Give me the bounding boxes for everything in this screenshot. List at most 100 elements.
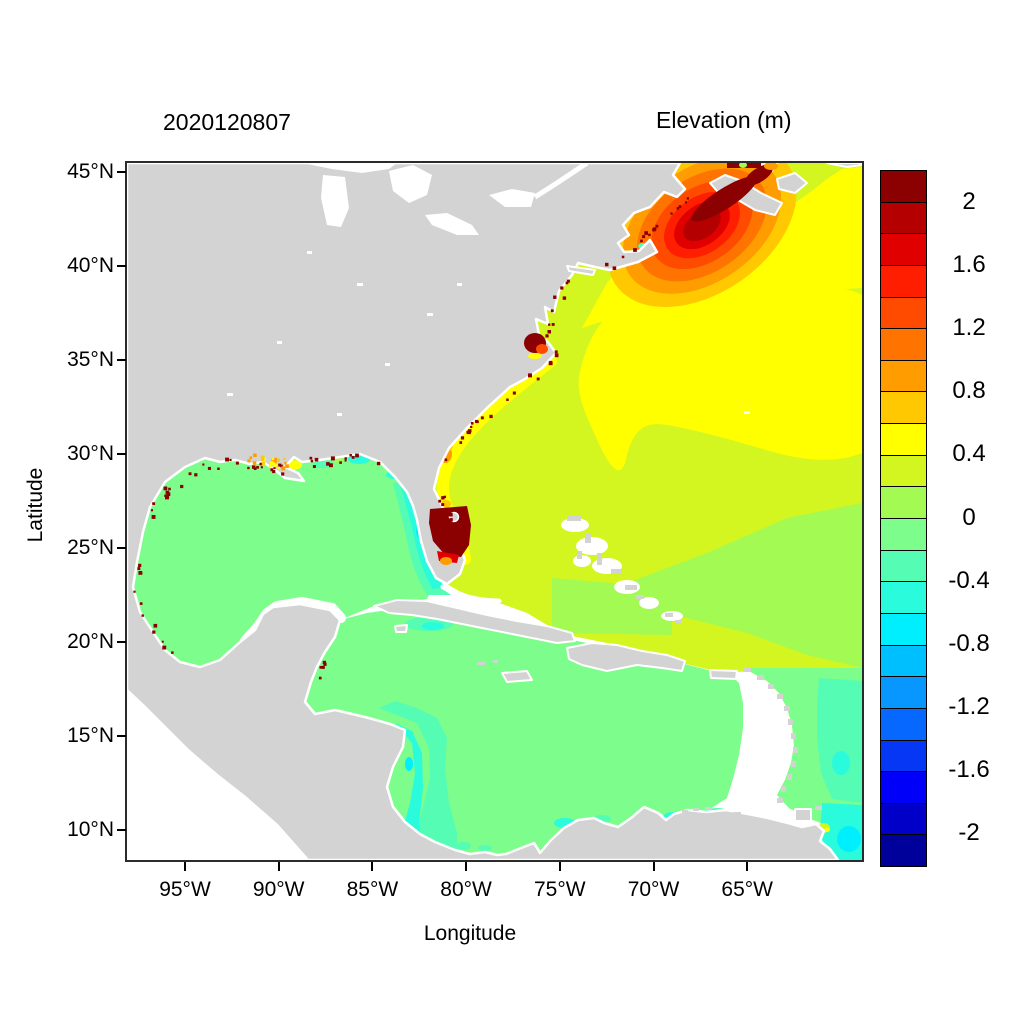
flood-speckle	[133, 590, 136, 593]
flood-speckle	[281, 466, 286, 471]
colorbar-cell	[881, 739, 926, 772]
orinoco-cyan	[837, 826, 861, 852]
flood-speckle	[438, 499, 442, 503]
flood-speckle	[153, 623, 158, 628]
colorbar-title: Elevation (m)	[656, 107, 792, 133]
x-tick-mark	[277, 862, 280, 871]
y-tick-label: 30°N	[67, 442, 114, 465]
flood-speckle	[252, 461, 257, 465]
minas-basin-max	[745, 164, 773, 186]
flood-speckle	[330, 456, 335, 461]
region-east-arc-aqua	[817, 678, 862, 803]
flood-speckle	[235, 461, 239, 465]
flood-speckle	[685, 201, 688, 204]
flood-speckle	[281, 472, 285, 476]
fundy-core-max	[691, 176, 757, 222]
flood-speckle	[247, 466, 250, 470]
flood-speckle	[312, 465, 316, 468]
flood-speckle	[554, 353, 559, 358]
colorbar-cell	[881, 423, 926, 455]
flood-speckle	[459, 543, 462, 546]
colorbar-cell	[881, 264, 926, 297]
flood-speckle	[247, 459, 251, 463]
flood-speckle	[319, 666, 323, 669]
colorbar-cell	[881, 233, 926, 265]
flood-speckle	[161, 640, 164, 643]
panama-aqua2	[478, 845, 492, 851]
flood-speckle	[309, 456, 313, 460]
flood-speckle	[261, 458, 265, 462]
colorbar-cell	[881, 581, 926, 613]
flood-speckle	[655, 224, 659, 228]
flood-speckle	[277, 466, 281, 470]
land-mainland-americas	[127, 163, 840, 860]
flood-speckle	[536, 377, 540, 381]
flood-speckle	[554, 350, 558, 354]
y-tick-label: 45°N	[67, 160, 114, 183]
orinoco-yellow-spot	[824, 828, 830, 832]
y-tick-label: 40°N	[67, 254, 114, 277]
flood-speckle	[283, 457, 286, 461]
flood-speckle	[547, 330, 551, 334]
run-id-title: 2020120807	[163, 109, 291, 135]
flood-speckle	[339, 461, 342, 464]
map-canvas	[127, 163, 862, 860]
flood-speckle	[207, 466, 211, 470]
coastal-flood-speckles	[133, 197, 689, 680]
flood-speckle	[314, 457, 319, 462]
flood-speckle	[261, 461, 265, 465]
flood-speckle	[528, 373, 532, 378]
flood-speckle	[446, 508, 450, 511]
flood-speckle	[256, 466, 259, 469]
flood-speckle	[562, 296, 567, 300]
colorbar-cell	[881, 834, 926, 867]
flood-speckle	[141, 614, 144, 617]
flood-speckle	[678, 205, 682, 208]
flood-speckle	[259, 462, 263, 466]
x-tick-mark	[652, 862, 655, 871]
flood-speckle	[152, 630, 156, 634]
flood-speckle	[318, 676, 322, 680]
colorbar-tick-label: 1.6	[952, 250, 986, 278]
flood-speckle	[470, 422, 474, 425]
flood-speckle	[310, 459, 314, 463]
minas-orange-dot	[764, 163, 778, 170]
x-tick-label: 80°W	[440, 878, 492, 901]
great-lakes-white	[302, 163, 535, 235]
flood-speckle	[150, 509, 153, 512]
x-tick-mark	[184, 862, 186, 871]
flood-speckle	[512, 391, 516, 395]
flood-speckle	[376, 461, 381, 466]
x-tick-label: 75°W	[534, 878, 586, 901]
flood-speckle	[676, 207, 680, 210]
flood-speckle	[280, 464, 283, 468]
colorbar-tick-label: -1.6	[948, 756, 990, 784]
flood-speckle	[344, 459, 347, 462]
y-tick-mark	[117, 641, 126, 643]
colorbar-tick-label: -1.2	[948, 693, 990, 721]
flood-speckle	[162, 645, 167, 650]
x-tick-mark	[746, 862, 749, 871]
y-tick-mark	[117, 171, 126, 173]
flood-speckle	[249, 456, 253, 459]
y-tick-mark	[117, 547, 126, 549]
colorbar-cell	[881, 707, 926, 740]
colorbar-cell	[881, 296, 926, 329]
flood-speckle	[612, 266, 617, 270]
island-hispaniola	[566, 642, 686, 672]
flood-speckle	[272, 462, 276, 466]
island-puerto-rico	[709, 669, 738, 680]
colorbar-cell	[881, 486, 926, 519]
st-lawrence-river	[533, 163, 589, 200]
flood-speckle	[270, 468, 274, 472]
flood-speckle	[138, 563, 142, 567]
flood-speckle	[545, 334, 549, 338]
flood-speckle	[171, 651, 174, 654]
flood-speckle	[349, 454, 352, 457]
batabano-turquoise	[422, 622, 444, 630]
flood-speckle	[151, 515, 156, 519]
y-tick-label: 10°N	[67, 818, 114, 841]
flood-speckle	[273, 466, 276, 469]
flood-speckle	[549, 360, 552, 364]
flood-speckle	[441, 496, 445, 500]
